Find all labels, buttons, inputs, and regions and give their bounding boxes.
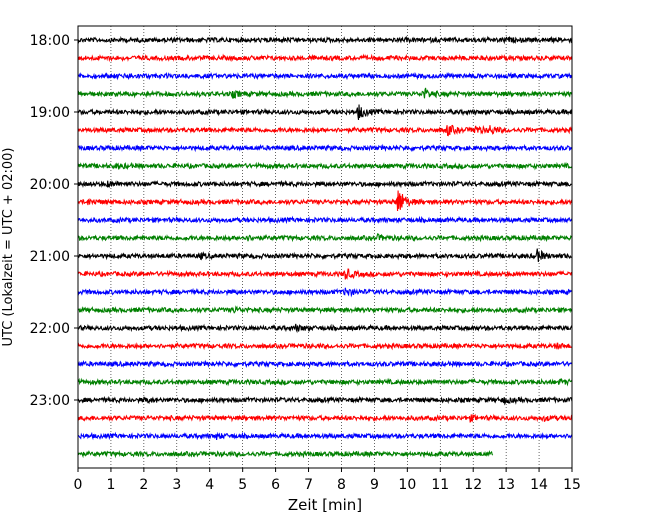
- x-tick-label: 1: [106, 477, 115, 493]
- y-tick-label: 18:00: [30, 33, 70, 49]
- x-tick-label: 12: [464, 477, 482, 493]
- trace-2330: [77, 431, 573, 441]
- trace-2200: [77, 323, 573, 334]
- trace-2130: [77, 287, 573, 298]
- trace-1800: [77, 35, 573, 45]
- x-tick-label: 4: [205, 477, 214, 493]
- trace-1845: [77, 87, 573, 100]
- x-tick-label: 3: [172, 477, 181, 493]
- trace-1945: [77, 161, 573, 171]
- x-tick-label: 0: [74, 477, 83, 493]
- x-axis: 0 1 2 3 4 5 6 7 8 9 10 11 12 13 14 15: [74, 468, 581, 493]
- trace-2100: [77, 248, 573, 262]
- x-tick-label: 13: [497, 477, 515, 493]
- x-tick-label: 8: [337, 477, 346, 493]
- x-tick-label: 7: [304, 477, 313, 493]
- y-tick-label: 20:00: [30, 177, 70, 193]
- y-tick-label: 21:00: [30, 249, 70, 265]
- trace-1830: [77, 71, 573, 81]
- trace-2315: [77, 413, 573, 423]
- y-tick-label: 22:00: [30, 321, 70, 337]
- trace-2345: [77, 449, 494, 459]
- x-tick-label: 9: [370, 477, 379, 493]
- x-tick-label: 10: [398, 477, 416, 493]
- plot-frame: [77, 25, 573, 469]
- x-tick-label: 11: [431, 477, 449, 493]
- trace-1915: [77, 124, 573, 137]
- trace-2215: [77, 341, 573, 351]
- trace-2045: [77, 232, 573, 243]
- trace-1815: [77, 53, 573, 63]
- x-axis-label: Zeit [min]: [288, 496, 362, 514]
- trace-2000: [77, 179, 573, 189]
- x-tick-label: 6: [271, 477, 280, 493]
- trace-1900: [77, 104, 573, 121]
- traces: [77, 35, 573, 459]
- trace-2015: [77, 190, 573, 212]
- trace-2145: [77, 305, 573, 315]
- y-tick-label: 19:00: [30, 105, 70, 121]
- trace-2245: [77, 377, 573, 387]
- x-tick-label: 14: [530, 477, 548, 493]
- trace-2300: [77, 395, 573, 406]
- y-axis: 18:00 19:00 20:00 21:00 22:00 23:00: [30, 33, 78, 409]
- trace-2230: [77, 359, 573, 369]
- x-tick-label: 15: [563, 477, 581, 493]
- x-tick-label: 2: [139, 477, 148, 493]
- trace-2030: [77, 215, 573, 225]
- y-axis-label: UTC (Lokalzeit = UTC + 02:00): [1, 148, 16, 347]
- trace-1930: [77, 143, 573, 153]
- y-tick-label: 23:00: [30, 393, 70, 409]
- x-tick-label: 5: [238, 477, 247, 493]
- trace-2115: [77, 268, 573, 280]
